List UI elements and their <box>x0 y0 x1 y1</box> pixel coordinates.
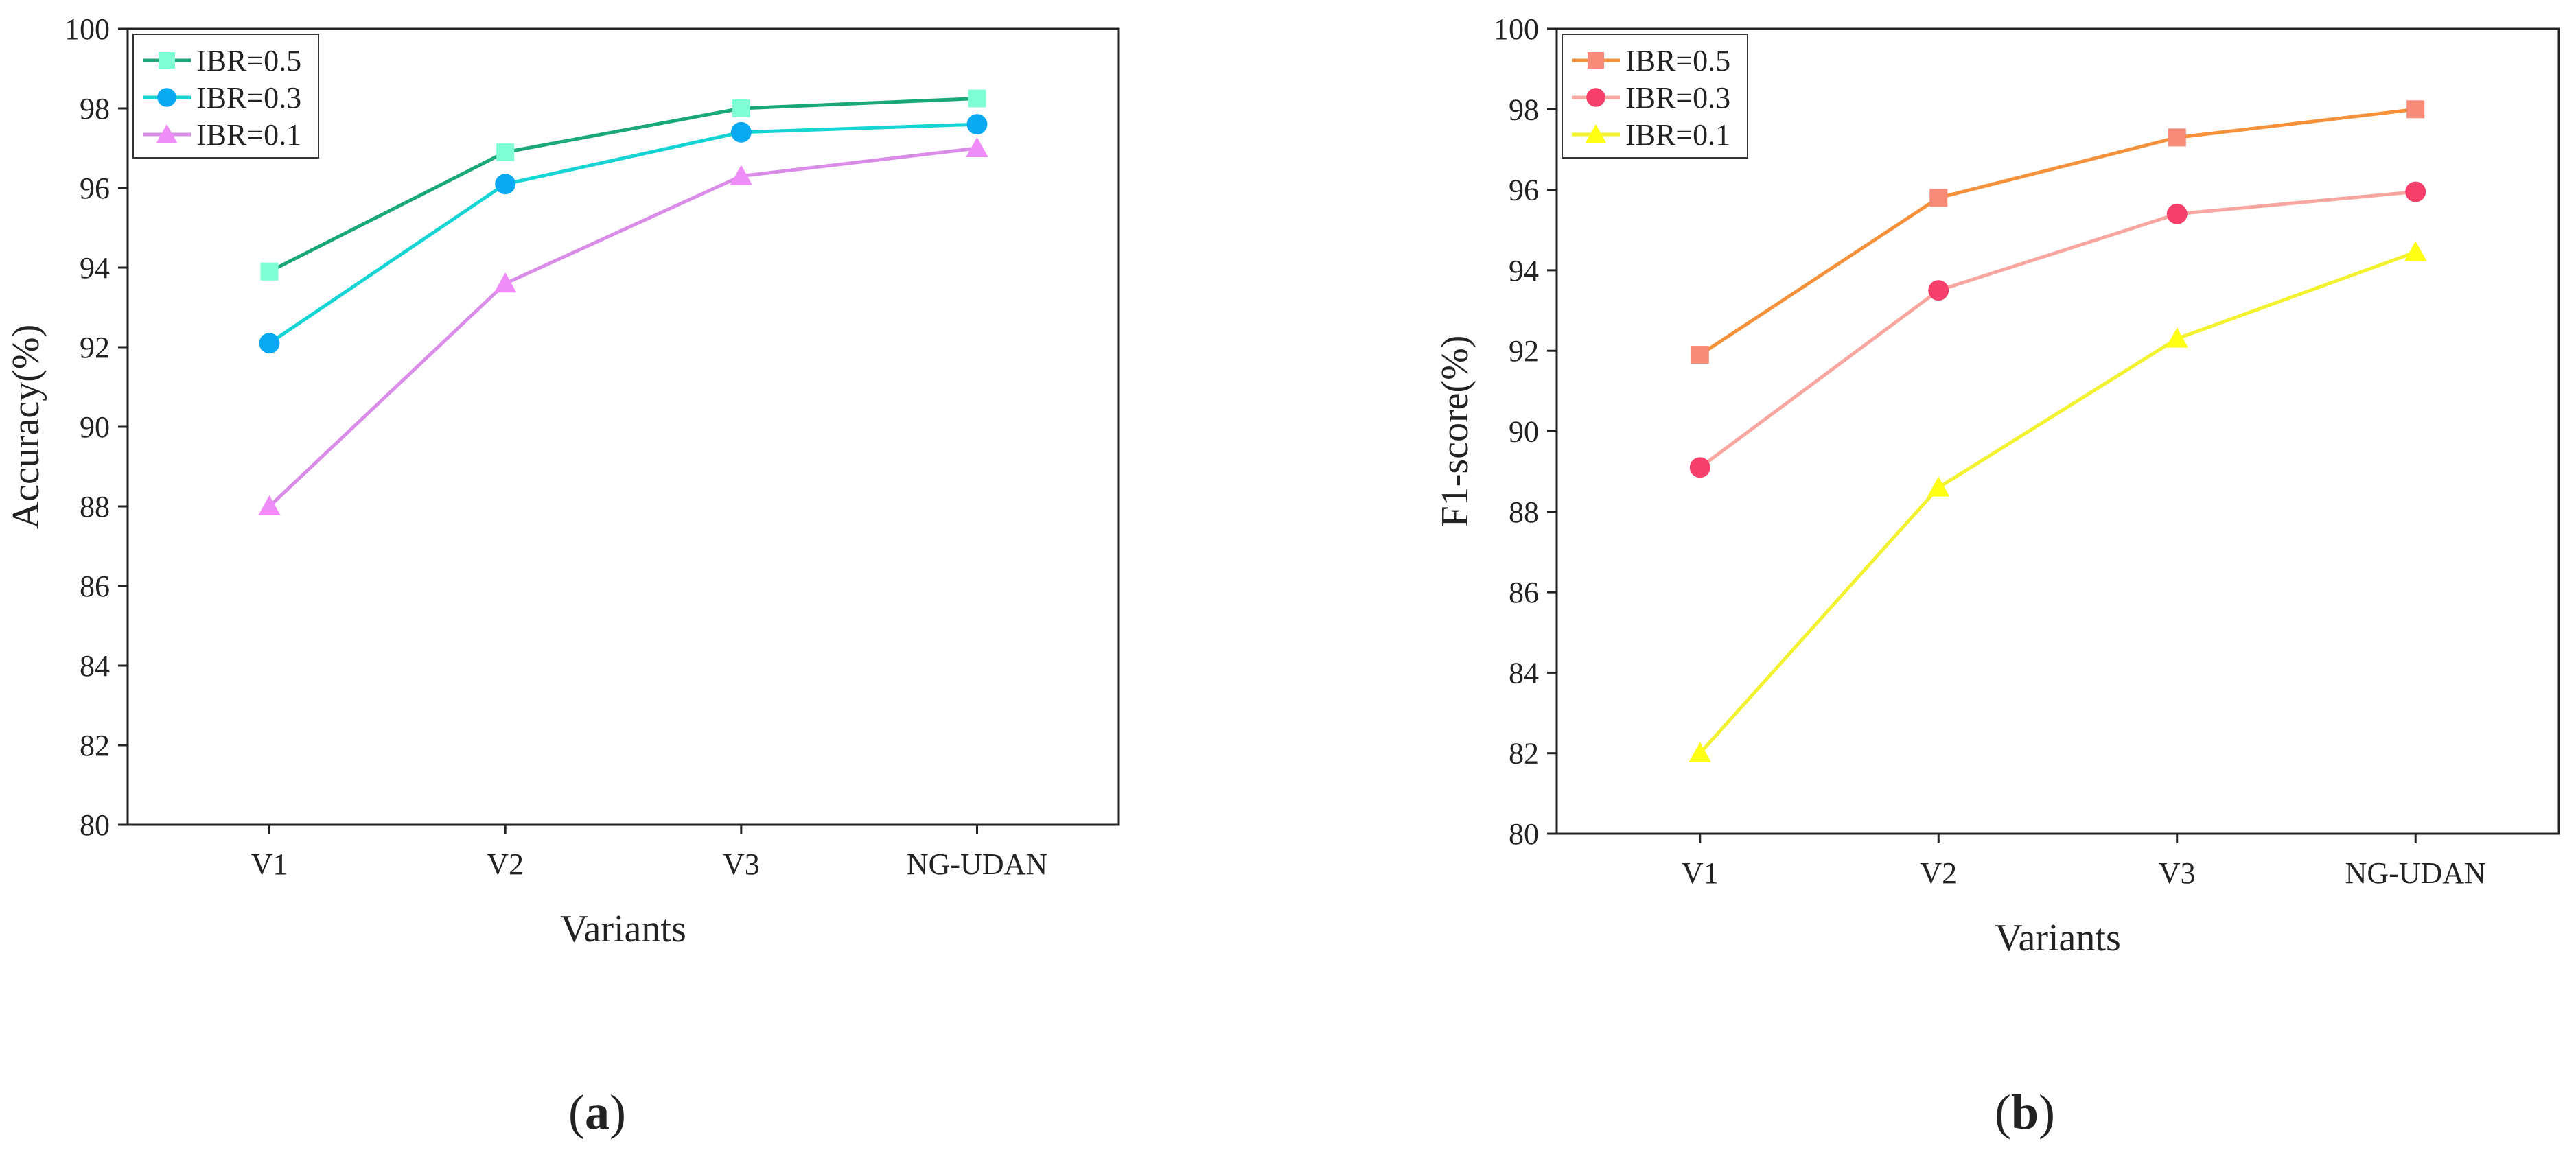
x-tick-label: V1 <box>251 847 288 881</box>
panel-caption: (b) <box>1995 1085 2055 1140</box>
y-tick-label: 82 <box>1509 737 1539 771</box>
legend-label: IBR=0.1 <box>1625 118 1730 152</box>
caption-open: ( <box>568 1085 585 1140</box>
series-line-IBR=0.1 <box>1698 250 2417 755</box>
x-axis-label: Variants <box>560 908 686 950</box>
y-tick-label: 84 <box>1509 656 1539 690</box>
y-tick-label: 86 <box>80 570 110 603</box>
chart-panel-a: 80 82 84 86 88 90 92 94 96 98 100 V1 V2 V3 NG-UDAN Vari… <box>5 12 1120 1140</box>
series-line-IBR=0.5 <box>1699 107 2416 357</box>
data-point-IBR=0.5-V3 <box>2168 128 2186 147</box>
data-point-IBR=0.5-NG-UDAN <box>2406 100 2425 119</box>
series-line-IBR=0.1 <box>268 146 977 508</box>
data-point-IBR=0.5-NG-UDAN <box>968 89 986 108</box>
legend-label: IBR=0.3 <box>1625 81 1730 115</box>
data-point-IBR=0.5-V2 <box>1929 189 1948 207</box>
legend-label: IBR=0.5 <box>1625 44 1730 78</box>
legend-label: IBR=0.3 <box>196 81 301 115</box>
y-tick-label: 100 <box>65 12 110 46</box>
caption-close: ) <box>610 1085 626 1140</box>
data-point-IBR=0.5-V1 <box>1691 346 1709 364</box>
series-line-IBR=0.3 <box>268 122 977 345</box>
caption-open: ( <box>1995 1085 2011 1140</box>
y-tick-label: 82 <box>80 729 110 762</box>
legend-label: IBR=0.1 <box>196 118 301 152</box>
data-point-IBR=0.5-V1 <box>260 262 279 281</box>
y-tick-label: 84 <box>80 649 110 683</box>
y-tick-label: 90 <box>1509 415 1539 449</box>
data-point-IBR=0.3-V1 <box>259 333 280 354</box>
chart-panel-b: 80 82 84 86 88 90 92 94 96 98 100 V1 V2 V3 NG-UDAN Vari… <box>1434 12 2560 1140</box>
y-tick-label: 100 <box>1494 12 1539 46</box>
data-point-IBR=0.1-NG-UDAN <box>2404 241 2427 261</box>
y-tick-label: 96 <box>80 172 110 205</box>
data-point-IBR=0.3-V3 <box>730 121 752 143</box>
x-tick-label: V3 <box>723 847 760 881</box>
series-line-IBR=0.5 <box>268 97 977 274</box>
legend-marker-IBR=0.5 <box>1588 52 1604 69</box>
x-tick-label: V2 <box>1920 856 1957 890</box>
series-line-IBR=0.3 <box>1699 190 2416 469</box>
x-tick-label: NG-UDAN <box>2345 856 2486 890</box>
y-tick-label: 96 <box>1509 174 1539 207</box>
data-point-IBR=0.1-V3 <box>2166 327 2188 348</box>
data-point-IBR=0.5-V3 <box>732 99 750 117</box>
y-tick-label: 88 <box>1509 495 1539 529</box>
x-tick-label: V2 <box>487 847 524 881</box>
data-point-IBR=0.5-V2 <box>496 143 515 161</box>
x-tick-label: NG-UDAN <box>907 847 1047 881</box>
data-point-IBR=0.3-NG-UDAN <box>2405 181 2426 202</box>
data-point-IBR=0.1-V3 <box>730 165 753 185</box>
y-tick-label: 80 <box>1509 817 1539 851</box>
y-tick-label: 98 <box>1509 93 1539 126</box>
y-tick-label: 80 <box>80 808 110 842</box>
legend-marker-IBR=0.1 <box>156 124 177 143</box>
data-point-IBR=0.1-NG-UDAN <box>966 137 988 157</box>
data-point-IBR=0.3-V1 <box>1689 457 1710 478</box>
data-point-IBR=0.3-V2 <box>495 174 516 195</box>
legend-marker-IBR=0.1 <box>1586 124 1606 143</box>
data-point-IBR=0.3-V3 <box>2166 203 2188 224</box>
y-tick-label: 92 <box>1509 334 1539 368</box>
legend-marker-IBR=0.3 <box>1586 88 1605 107</box>
panel-caption: (a) <box>568 1085 626 1140</box>
x-tick-label: V1 <box>1682 856 1719 890</box>
y-tick-label: 90 <box>80 410 110 444</box>
y-tick-label: 88 <box>80 490 110 524</box>
y-tick-label: 94 <box>1509 254 1539 288</box>
data-point-IBR=0.1-V1 <box>258 495 281 515</box>
legend-marker-IBR=0.3 <box>157 88 176 107</box>
y-axis-label: F1-score(%) <box>1434 336 1476 528</box>
data-point-IBR=0.1-V1 <box>1689 742 1712 762</box>
y-tick-label: 86 <box>1509 576 1539 609</box>
legend-marker-IBR=0.5 <box>159 52 175 69</box>
y-tick-label: 98 <box>80 92 110 126</box>
legend-label: IBR=0.5 <box>196 44 301 78</box>
x-tick-label: V3 <box>2159 856 2196 890</box>
data-point-IBR=0.1-V2 <box>1927 476 1950 497</box>
caption-close: ) <box>2039 1085 2055 1140</box>
caption-letter: b <box>2011 1085 2039 1140</box>
caption-letter: a <box>585 1085 610 1140</box>
x-axis-label: Variants <box>1995 917 2121 959</box>
y-tick-label: 94 <box>80 251 110 285</box>
y-axis-label: Accuracy(%) <box>5 325 47 529</box>
data-point-IBR=0.1-V2 <box>494 272 517 293</box>
data-point-IBR=0.3-V2 <box>1928 280 1949 301</box>
y-tick-label: 92 <box>80 331 110 364</box>
data-point-IBR=0.3-NG-UDAN <box>966 114 988 135</box>
